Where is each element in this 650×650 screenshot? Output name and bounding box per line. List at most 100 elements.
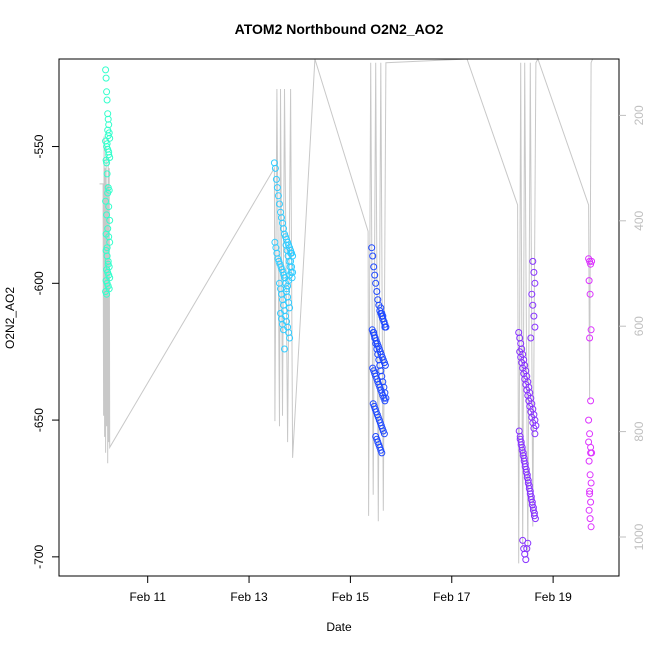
data-point — [104, 126, 112, 134]
data-point — [286, 271, 294, 279]
depth-trace-layer — [99, 57, 594, 564]
x-axis-label: Date — [326, 620, 352, 634]
series-2 — [270, 159, 297, 353]
data-point — [524, 539, 532, 547]
data-point — [273, 184, 281, 192]
data-point — [378, 449, 386, 457]
data-point — [103, 290, 111, 298]
x-tick-label: Feb 15 — [332, 590, 370, 604]
data-point — [531, 430, 539, 438]
data-point — [517, 340, 525, 347]
data-point — [103, 140, 111, 148]
data-point — [271, 164, 279, 172]
y2-tick-label: 200 — [632, 105, 646, 125]
series-4 — [515, 257, 540, 564]
data-point — [585, 438, 593, 446]
data-point — [105, 203, 113, 211]
data-point — [585, 416, 593, 424]
data-point — [287, 249, 295, 257]
y2-tick-label: 400 — [632, 210, 646, 230]
data-point — [103, 88, 111, 96]
series-1 — [102, 66, 114, 298]
data-point — [586, 515, 594, 523]
x-axis: Feb 11 Feb 13 Feb 15 Feb 17 Feb 19 — [129, 576, 572, 604]
chart-title: ATOM2 Northbound O2N2_AO2 — [235, 21, 444, 37]
data-point — [286, 334, 294, 342]
data-point — [103, 96, 111, 104]
y2-tick-label: 800 — [632, 421, 646, 441]
data-point — [370, 263, 378, 271]
data-point — [587, 479, 595, 487]
data-point — [102, 156, 110, 164]
data-point — [379, 315, 387, 323]
data-point — [371, 271, 379, 279]
data-point — [585, 277, 593, 285]
data-point — [103, 211, 111, 219]
data-point — [588, 257, 596, 265]
data-point — [274, 192, 282, 200]
data-point — [102, 66, 110, 74]
data-point — [102, 230, 110, 238]
y2-tick-label: 600 — [632, 316, 646, 336]
y-tick-label: -600 — [32, 271, 46, 295]
y-tick-label: -650 — [32, 408, 46, 432]
data-point — [380, 430, 388, 438]
data-point — [372, 279, 380, 287]
data-point — [527, 334, 535, 342]
data-point — [587, 326, 595, 334]
data-point — [586, 290, 594, 298]
points-layer — [102, 66, 596, 564]
data-point — [522, 556, 530, 564]
data-point — [382, 394, 390, 402]
data-point — [104, 189, 112, 197]
data-point — [103, 170, 111, 178]
series-5 — [585, 255, 596, 531]
data-point — [529, 301, 537, 309]
y-tick-label: -550 — [32, 134, 46, 158]
data-point — [586, 487, 594, 495]
data-point — [280, 326, 287, 334]
data-point — [105, 148, 113, 156]
data-point — [585, 506, 593, 514]
data-point — [587, 449, 595, 457]
secondary-y-axis: 200 400 600 800 1000 — [619, 105, 646, 550]
data-point — [373, 288, 381, 295]
data-point — [103, 159, 111, 167]
data-point — [587, 397, 595, 405]
data-point — [531, 279, 539, 287]
data-point — [586, 334, 594, 342]
y2-tick-label: 1000 — [632, 523, 646, 550]
data-point — [276, 200, 283, 208]
data-point — [587, 498, 595, 506]
data-point — [585, 457, 593, 465]
y-tick-label: -700 — [32, 545, 46, 569]
depth-trace-line — [99, 57, 594, 564]
data-point — [586, 430, 594, 438]
data-point — [515, 329, 523, 336]
data-point — [272, 175, 280, 183]
data-point — [369, 252, 377, 260]
data-point — [286, 304, 294, 312]
x-tick-label: Feb 11 — [129, 590, 166, 604]
data-point — [586, 490, 594, 498]
data-point — [281, 345, 288, 353]
x-tick-label: Feb 17 — [433, 590, 471, 604]
data-point — [531, 323, 539, 331]
data-point — [530, 312, 538, 320]
data-point — [102, 74, 110, 82]
data-point — [587, 523, 595, 531]
data-point — [104, 260, 112, 268]
x-tick-label: Feb 19 — [534, 590, 572, 604]
x-tick-label: Feb 13 — [230, 590, 268, 604]
data-point — [381, 323, 389, 331]
data-point — [368, 244, 376, 252]
plot-frame — [58, 58, 620, 577]
data-point — [529, 257, 537, 265]
data-point — [530, 268, 538, 276]
data-point — [106, 216, 114, 224]
series-3 — [368, 244, 390, 457]
data-point — [106, 238, 114, 246]
data-point — [530, 512, 538, 520]
data-point — [103, 244, 111, 252]
